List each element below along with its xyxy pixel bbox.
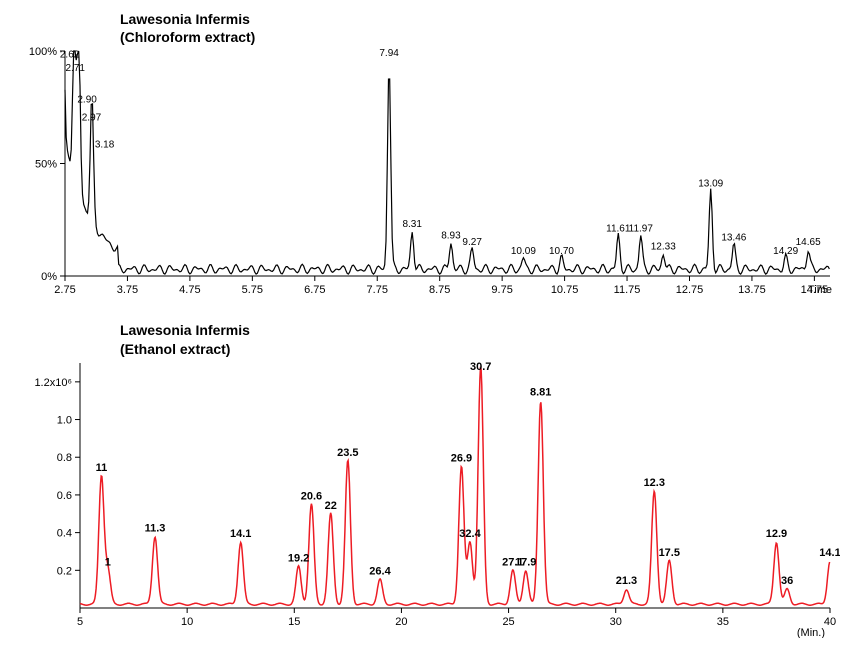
svg-text:6.75: 6.75 — [304, 284, 325, 296]
svg-text:23.5: 23.5 — [337, 447, 358, 459]
svg-text:26.4: 26.4 — [369, 565, 391, 577]
chart2-title-line1: Lawesonia Infermis — [120, 322, 250, 338]
chart1-title-line1: Lawesonia Infermis — [120, 11, 250, 27]
chloroform-chart: Lawesonia Infermis (Chloroform extract) … — [10, 10, 840, 306]
svg-text:12.9: 12.9 — [766, 528, 787, 540]
chart2-title-line2: (Ethanol extract) — [120, 341, 230, 357]
svg-text:10.75: 10.75 — [551, 284, 579, 296]
svg-text:0.6: 0.6 — [57, 490, 72, 502]
svg-text:15: 15 — [288, 616, 300, 628]
svg-text:30: 30 — [610, 616, 622, 628]
chart2-svg: 0.2 0.4 0.6 0.8 1.0 1.2x10⁶ 5 10 15 20 25 30 35 40(Mi… — [10, 358, 840, 638]
svg-text:7.75: 7.75 — [367, 284, 388, 296]
svg-text:20.6: 20.6 — [301, 490, 322, 502]
svg-text:Time: Time — [808, 284, 832, 296]
svg-text:2.62: 2.62 — [60, 50, 80, 61]
svg-text:0.8: 0.8 — [57, 452, 72, 464]
svg-text:(Min.): (Min.) — [797, 627, 825, 638]
svg-text:9.75: 9.75 — [491, 284, 512, 296]
svg-text:26.9: 26.9 — [451, 452, 472, 464]
ethanol-chart: Lawesonia Infermis (Ethanol extract) 0.2… — [10, 321, 840, 637]
svg-text:8.81: 8.81 — [530, 386, 551, 398]
chart1-title-line2: (Chloroform extract) — [120, 29, 255, 45]
svg-text:100%: 100% — [29, 46, 57, 58]
svg-text:11.61: 11.61 — [606, 224, 631, 235]
svg-text:0%: 0% — [41, 271, 57, 283]
svg-text:11: 11 — [96, 462, 108, 474]
svg-text:13.46: 13.46 — [721, 233, 746, 244]
svg-text:5: 5 — [77, 616, 83, 628]
svg-text:8.93: 8.93 — [441, 231, 461, 242]
svg-text:22: 22 — [325, 500, 337, 512]
svg-text:14.65: 14.65 — [796, 237, 821, 248]
svg-text:19.2: 19.2 — [288, 552, 309, 564]
svg-text:9.27: 9.27 — [462, 237, 482, 248]
svg-text:2.71: 2.71 — [66, 63, 86, 74]
svg-text:8.31: 8.31 — [402, 219, 422, 230]
svg-text:3.18: 3.18 — [95, 140, 115, 151]
svg-text:13.09: 13.09 — [698, 179, 723, 190]
svg-text:12.75: 12.75 — [676, 284, 704, 296]
svg-text:36: 36 — [781, 575, 793, 587]
chart1-title: Lawesonia Infermis (Chloroform extract) — [120, 10, 840, 46]
svg-text:3.75: 3.75 — [117, 284, 138, 296]
svg-text:17.5: 17.5 — [659, 547, 680, 559]
chart1-svg: 0% 50% 100% 2.75 3.75 4.75 5.75 6.75 7.75 8.75 9.7… — [10, 46, 840, 306]
svg-text:13.75: 13.75 — [738, 284, 766, 296]
svg-text:2.75: 2.75 — [54, 284, 75, 296]
svg-text:12.33: 12.33 — [651, 242, 676, 253]
svg-text:17.9: 17.9 — [515, 556, 536, 568]
svg-text:1: 1 — [105, 556, 111, 568]
svg-text:21.3: 21.3 — [616, 575, 637, 587]
svg-text:10.09: 10.09 — [511, 246, 536, 257]
svg-text:2.90: 2.90 — [77, 95, 97, 106]
svg-text:14.1: 14.1 — [819, 547, 840, 559]
svg-text:25: 25 — [502, 616, 514, 628]
svg-text:35: 35 — [717, 616, 729, 628]
svg-text:20: 20 — [395, 616, 407, 628]
svg-text:11.97: 11.97 — [629, 224, 654, 235]
svg-text:1.2x10⁶: 1.2x10⁶ — [34, 377, 72, 389]
svg-text:14.1: 14.1 — [230, 528, 251, 540]
svg-text:7.94: 7.94 — [379, 48, 399, 59]
svg-text:40: 40 — [824, 616, 836, 628]
svg-text:10: 10 — [181, 616, 193, 628]
svg-text:0.2: 0.2 — [57, 565, 72, 577]
chart2-title: Lawesonia Infermis (Ethanol extract) — [120, 321, 840, 357]
svg-text:5.75: 5.75 — [242, 284, 263, 296]
svg-text:2.97: 2.97 — [82, 113, 102, 124]
svg-text:10.70: 10.70 — [549, 246, 574, 257]
svg-text:50%: 50% — [35, 159, 57, 171]
svg-text:30.7: 30.7 — [470, 361, 491, 373]
svg-text:1.0: 1.0 — [57, 414, 72, 426]
svg-text:11.3: 11.3 — [145, 522, 166, 534]
svg-text:32.4: 32.4 — [459, 528, 481, 540]
svg-text:11.75: 11.75 — [614, 284, 641, 296]
svg-text:8.75: 8.75 — [429, 284, 450, 296]
svg-text:0.4: 0.4 — [57, 527, 72, 539]
svg-text:4.75: 4.75 — [179, 284, 200, 296]
svg-text:12.3: 12.3 — [644, 477, 665, 489]
